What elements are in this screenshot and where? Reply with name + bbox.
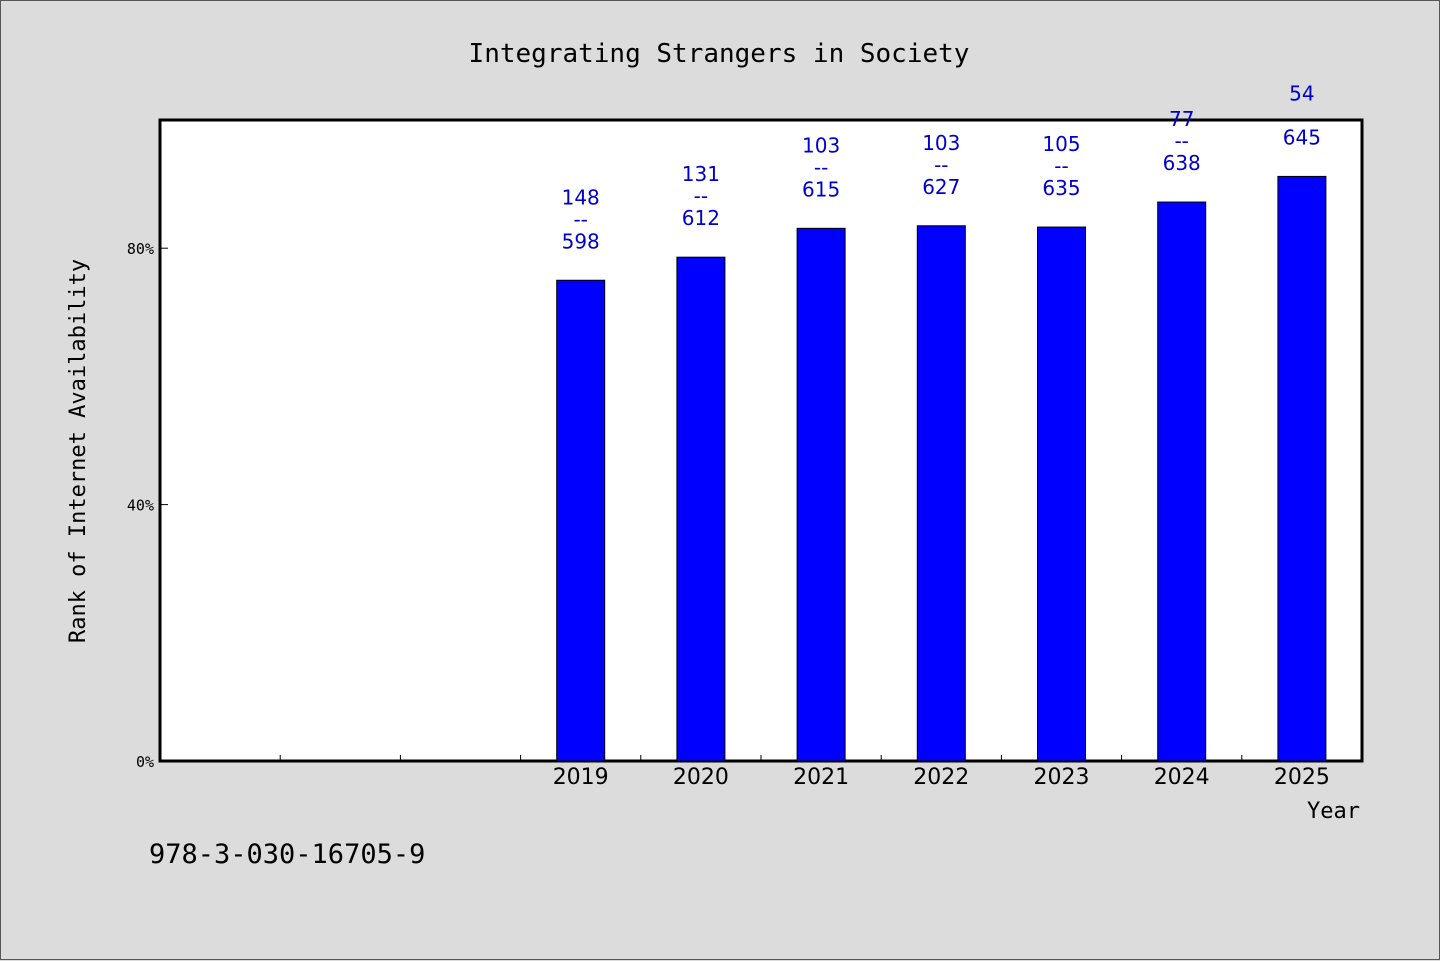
data-label-bottom: 598 [562,229,600,253]
data-labels: 598--148612--131615--103627--103635--105… [562,81,1321,253]
x-tick-label: 2025 [1274,765,1330,790]
x-tick-label: 2022 [913,765,969,790]
x-tick-label: 2023 [1034,765,1090,790]
x-axis-title: Year [1307,799,1360,824]
chart-title: Integrating Strangers in Society [469,39,970,69]
data-label-bottom: 627 [922,175,960,199]
bar-series [556,175,1327,762]
data-label-top: 77 [1169,107,1194,131]
bar [796,227,846,762]
data-label-top: 105 [1042,132,1080,156]
x-tick-label: 2024 [1154,765,1210,790]
data-label-bottom: 612 [682,206,720,230]
bar [1277,175,1327,762]
data-label-separator: -- [1054,154,1068,178]
data-label-top: 131 [682,162,720,186]
isbn-footnote: 978-3-030-16705-9 [149,839,425,870]
y-tick-label: 80% [127,240,154,258]
data-label-separator: -- [1174,129,1188,153]
x-axis: 2019 2020 2021 2022 2023 2024 2025 [279,755,1330,790]
data-label-top: 103 [802,133,840,157]
data-label-top: 54 [1289,81,1314,105]
y-axis-title: Rank of Internet Availability [66,259,91,643]
data-label-separator: -- [573,207,587,231]
y-tick-label: 40% [127,497,154,515]
data-label-bottom: 645 [1283,125,1321,149]
data-label-separator: -- [814,155,828,179]
data-label-bottom: 635 [1042,176,1080,200]
y-tick-label: 0% [136,753,154,771]
y-axis: 0% 40% 80% [127,240,168,771]
bar [1037,226,1086,762]
data-label-top: 103 [922,131,960,155]
data-label-separator: -- [934,153,948,177]
data-label-separator: -- [694,184,708,208]
bar [916,225,966,762]
x-tick-label: 2021 [793,765,849,790]
bar [556,279,606,762]
bar [1157,201,1207,762]
bar [676,256,726,762]
x-tick-label: 2020 [673,765,729,790]
x-tick-label: 2019 [553,765,609,790]
data-label-top: 148 [562,185,600,209]
data-label-bottom: 615 [802,177,840,201]
data-label-bottom: 638 [1163,151,1201,175]
